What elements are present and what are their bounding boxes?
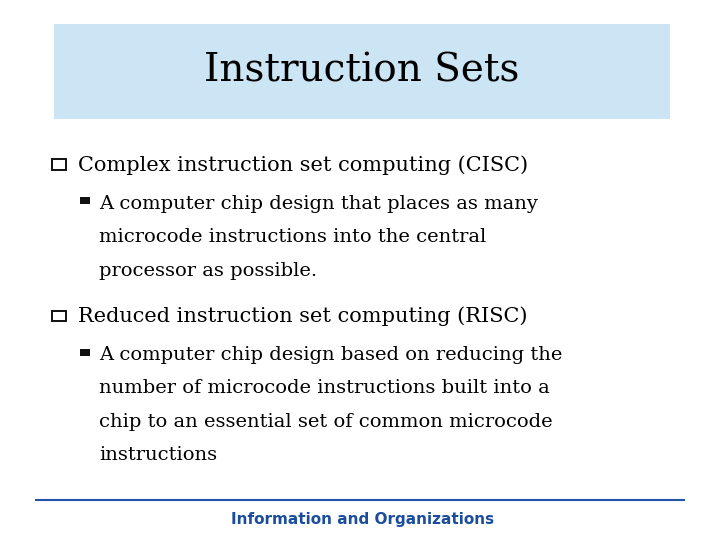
Text: A computer chip design based on reducing the: A computer chip design based on reducing… [99, 346, 563, 364]
Text: microcode instructions into the central: microcode instructions into the central [99, 228, 487, 246]
Bar [52, 310, 66, 321]
Text: chip to an essential set of common microcode: chip to an essential set of common micro… [99, 413, 553, 431]
Text: Instruction Sets: Instruction Sets [204, 53, 520, 90]
Text: A computer chip design that places as many: A computer chip design that places as ma… [99, 194, 539, 213]
Bar [52, 159, 66, 170]
Text: processor as possible.: processor as possible. [99, 261, 318, 280]
Text: Complex instruction set computing (CISC): Complex instruction set computing (CISC) [78, 155, 528, 174]
Text: instructions: instructions [99, 446, 217, 464]
Bar [80, 349, 89, 355]
Text: Information and Organizations: Information and Organizations [230, 512, 494, 527]
Bar [80, 197, 89, 204]
Text: number of microcode instructions built into a: number of microcode instructions built i… [99, 379, 550, 397]
Text: Reduced instruction set computing (RISC): Reduced instruction set computing (RISC) [78, 306, 527, 326]
Bar [54, 24, 670, 119]
